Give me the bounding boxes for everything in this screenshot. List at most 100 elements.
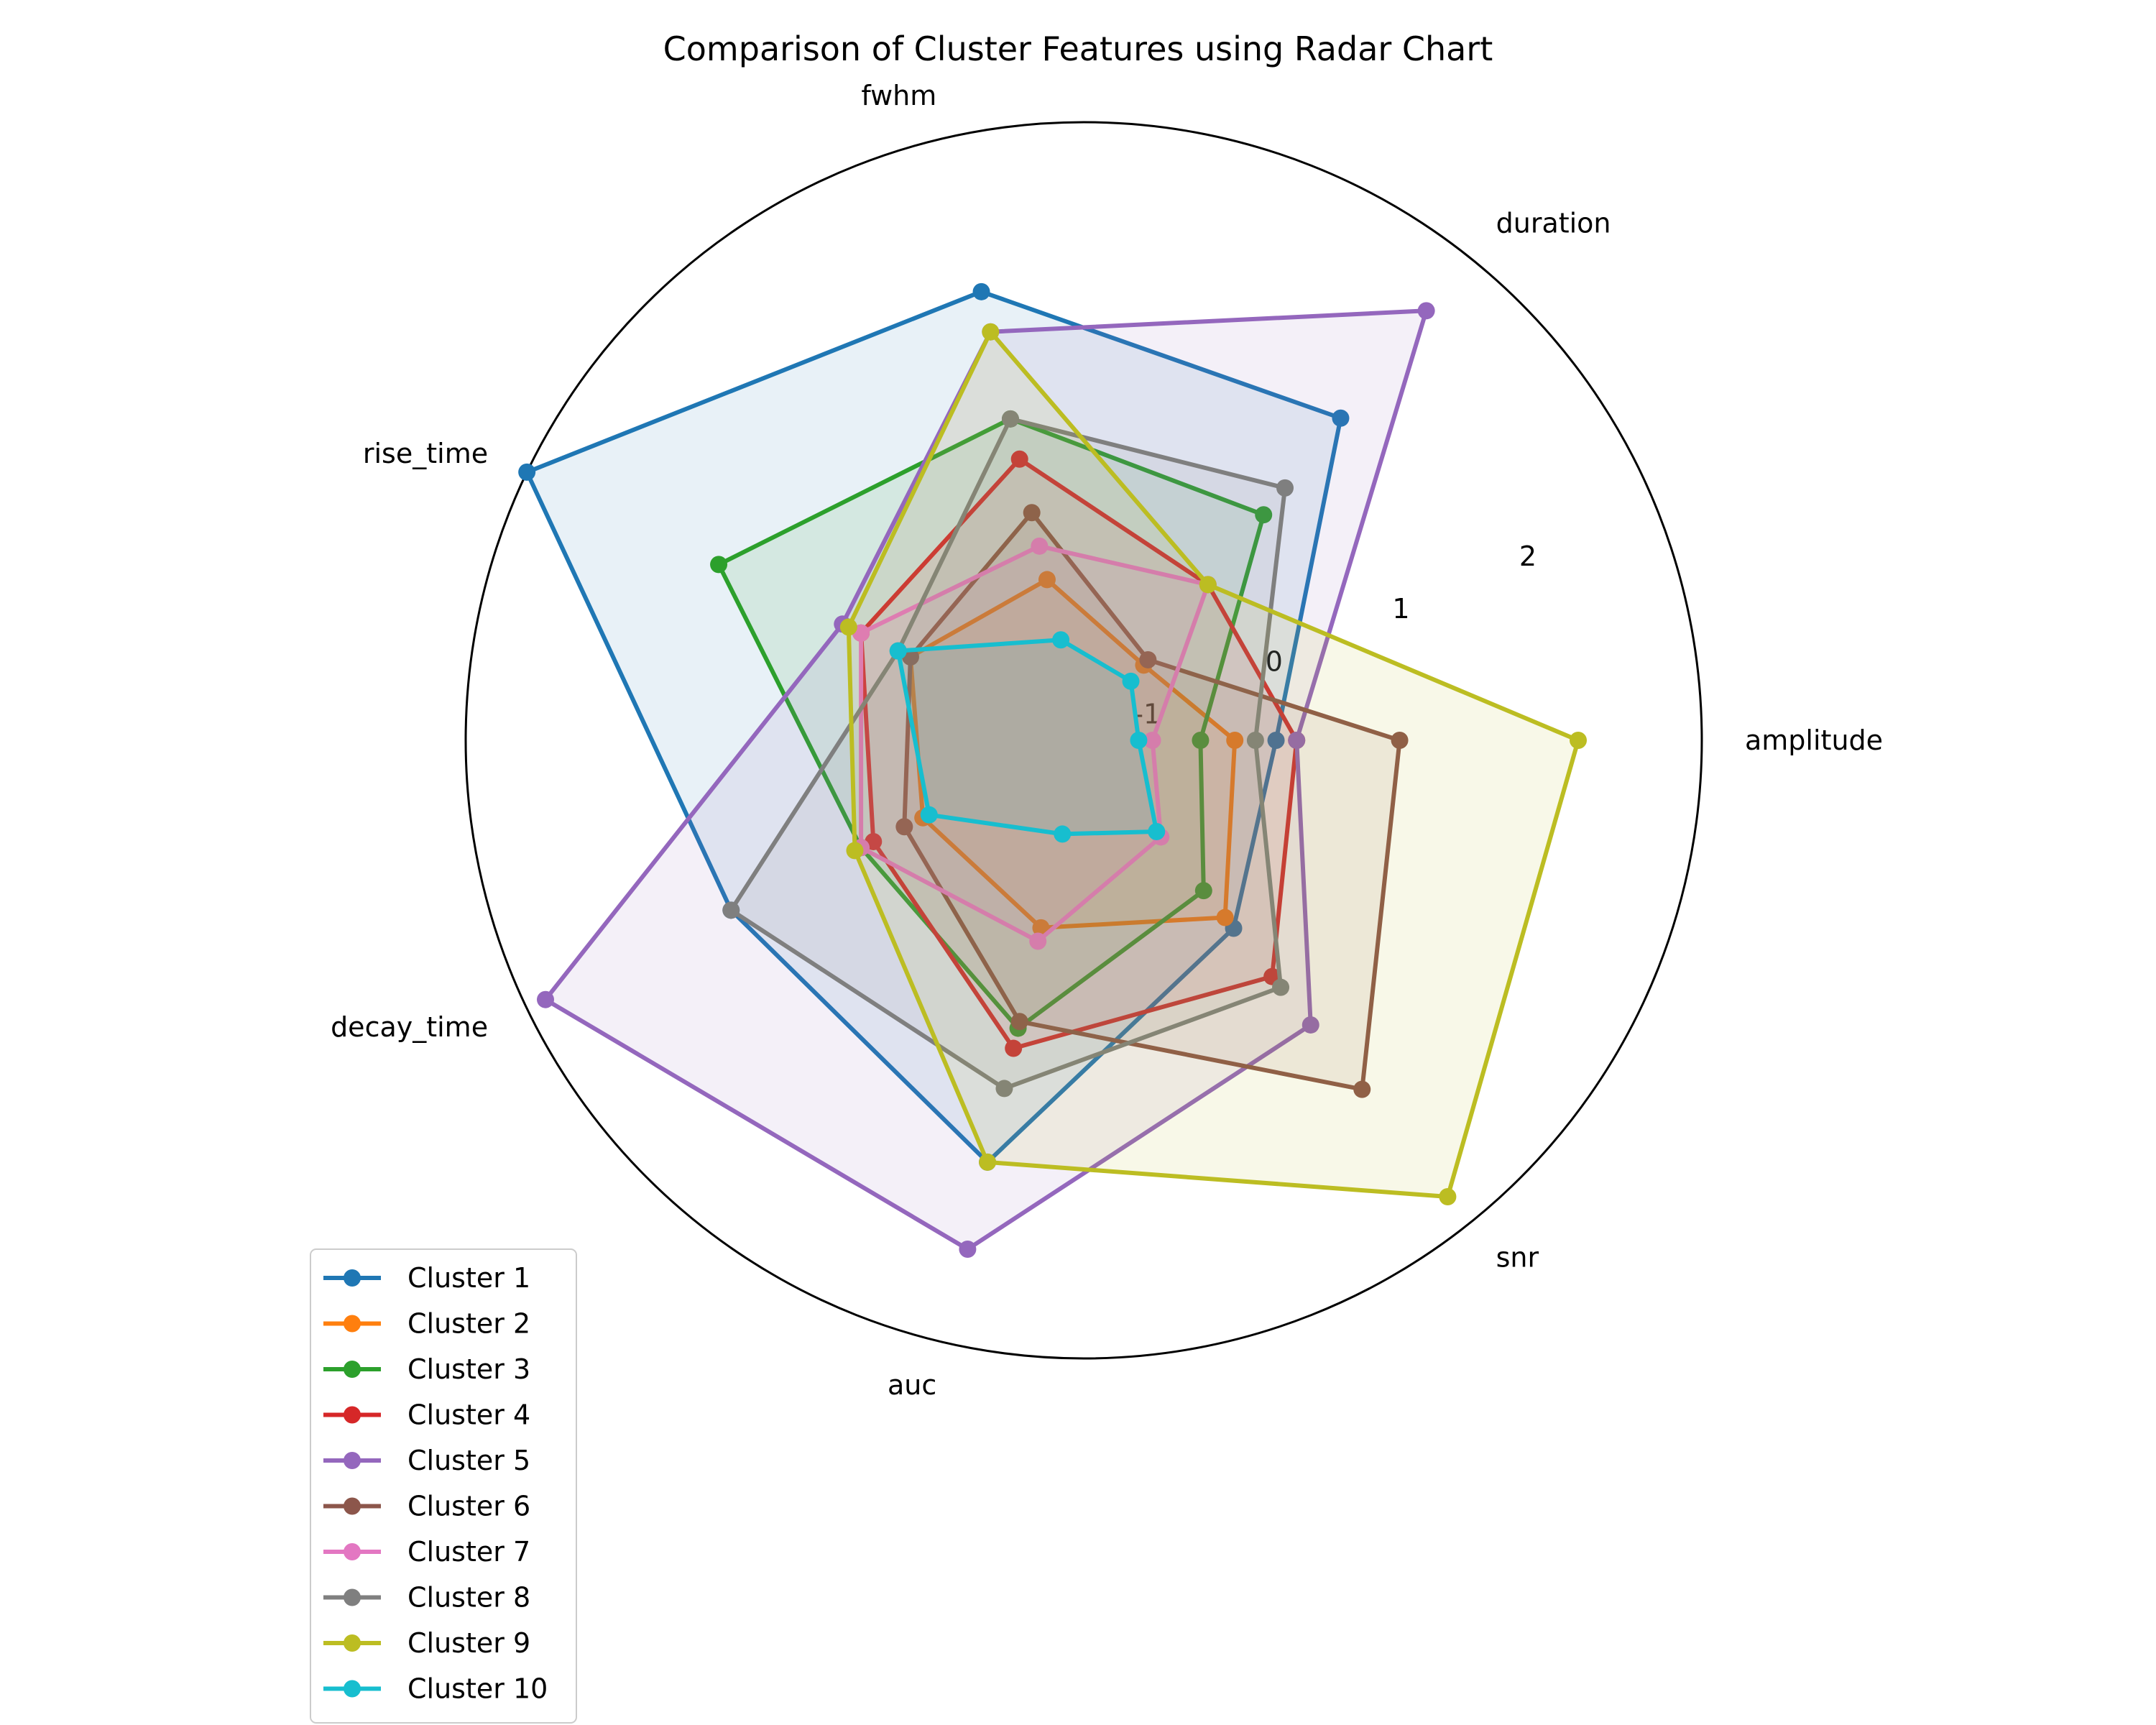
data-point xyxy=(1052,631,1070,649)
series-9 xyxy=(839,323,1587,1206)
data-point xyxy=(1010,450,1028,468)
series-line xyxy=(846,329,1580,1199)
legend-item: Cluster 5 xyxy=(323,1445,530,1476)
data-point xyxy=(1005,1039,1023,1057)
axis-label-auc: auc xyxy=(888,1369,936,1401)
data-point xyxy=(722,901,740,919)
legend-label: Cluster 9 xyxy=(407,1627,530,1659)
legend-marker xyxy=(344,1361,361,1378)
series-line xyxy=(859,543,1210,944)
legend-label: Cluster 3 xyxy=(407,1353,530,1385)
legend-label: Cluster 2 xyxy=(407,1308,530,1340)
legend-marker xyxy=(344,1588,361,1606)
data-point xyxy=(1148,823,1166,841)
series-fill xyxy=(527,291,1341,1162)
data-point xyxy=(1255,506,1273,524)
legend-marker xyxy=(344,1543,361,1560)
data-point xyxy=(1417,302,1435,320)
radar-series xyxy=(518,282,1587,1259)
data-point xyxy=(846,842,864,860)
series-fill xyxy=(861,459,1297,1049)
data-point xyxy=(1194,882,1212,900)
radar-outer-frame xyxy=(464,121,1703,1360)
legend-item: Cluster 2 xyxy=(323,1308,530,1340)
data-point xyxy=(1332,409,1350,427)
series-line xyxy=(543,308,1429,1251)
series-line xyxy=(729,416,1287,1091)
axis-label-amplitude: amplitude xyxy=(1745,724,1883,756)
data-point xyxy=(1267,732,1285,749)
series-fill xyxy=(861,546,1208,942)
legend-marker xyxy=(344,1269,361,1287)
legend-label: Cluster 6 xyxy=(407,1491,530,1522)
data-point xyxy=(1353,1080,1371,1098)
radar-grid: amplitude duration fwhm rise_time decay_time… xyxy=(331,80,1883,1401)
data-point xyxy=(1038,571,1056,589)
legend-item: Cluster 4 xyxy=(323,1399,530,1431)
data-point xyxy=(1246,732,1264,749)
series-line xyxy=(717,416,1266,1031)
data-point xyxy=(1031,537,1049,555)
series-fill xyxy=(731,418,1285,1089)
axis-label-decay-time: decay_time xyxy=(331,1011,488,1043)
chart-title: Comparison of Cluster Features using Rad… xyxy=(663,29,1493,68)
legend-marker xyxy=(344,1315,361,1333)
data-point xyxy=(1570,732,1587,749)
legend-label: Cluster 7 xyxy=(407,1536,530,1568)
legend-marker xyxy=(344,1406,361,1424)
series-line xyxy=(902,510,1402,1092)
series-line xyxy=(908,577,1238,930)
series-line xyxy=(525,289,1343,1164)
legend-marker xyxy=(344,1497,361,1515)
data-point xyxy=(982,323,1000,341)
legend: Cluster 1 Cluster 2 Cluster 3 Cluster 4 Clus… xyxy=(310,1248,577,1724)
series-fill xyxy=(848,331,1578,1197)
data-point xyxy=(536,990,554,1008)
radial-tick-label: 1 xyxy=(1392,593,1409,625)
series-line xyxy=(895,638,1159,837)
data-point xyxy=(1439,1188,1457,1206)
data-point xyxy=(1029,932,1047,950)
data-point xyxy=(995,1080,1013,1098)
data-point xyxy=(1032,919,1050,937)
data-point xyxy=(1302,1016,1319,1034)
legend-label: Cluster 1 xyxy=(407,1262,530,1294)
axis-label-snr: snr xyxy=(1496,1241,1539,1273)
data-point xyxy=(895,818,913,836)
legend-item: Cluster 6 xyxy=(323,1491,530,1522)
series-3 xyxy=(710,410,1273,1037)
data-point xyxy=(1139,650,1157,668)
series-fill xyxy=(898,640,1157,834)
data-point xyxy=(1023,504,1041,522)
data-point xyxy=(1216,908,1234,926)
data-point xyxy=(1288,732,1306,749)
series-line xyxy=(859,456,1299,1051)
data-point xyxy=(979,1153,997,1171)
series-fill xyxy=(719,418,1264,1029)
data-point xyxy=(1010,1013,1028,1031)
axis-label-fwhm: fwhm xyxy=(861,80,936,111)
legend-item: Cluster 3 xyxy=(323,1353,530,1385)
data-point xyxy=(1192,732,1210,749)
data-point xyxy=(1226,732,1244,749)
series-10 xyxy=(889,631,1166,843)
data-point xyxy=(1001,410,1019,428)
radial-tick-label: 2 xyxy=(1519,540,1537,572)
series-1 xyxy=(518,282,1350,1171)
data-point xyxy=(1054,825,1072,843)
data-point xyxy=(1143,732,1161,749)
legend-item: Cluster 7 xyxy=(323,1536,530,1568)
axis-label-rise-time: rise_time xyxy=(363,438,488,469)
legend-marker xyxy=(344,1680,361,1698)
legend-label: Cluster 10 xyxy=(407,1673,548,1705)
data-point xyxy=(1130,732,1148,749)
data-point xyxy=(972,282,990,300)
data-point xyxy=(518,463,536,481)
data-point xyxy=(1272,978,1290,996)
legend-marker xyxy=(344,1634,361,1652)
data-point xyxy=(1122,672,1140,690)
axis-label-duration: duration xyxy=(1496,208,1611,239)
data-point xyxy=(920,806,938,824)
legend-marker xyxy=(344,1452,361,1469)
